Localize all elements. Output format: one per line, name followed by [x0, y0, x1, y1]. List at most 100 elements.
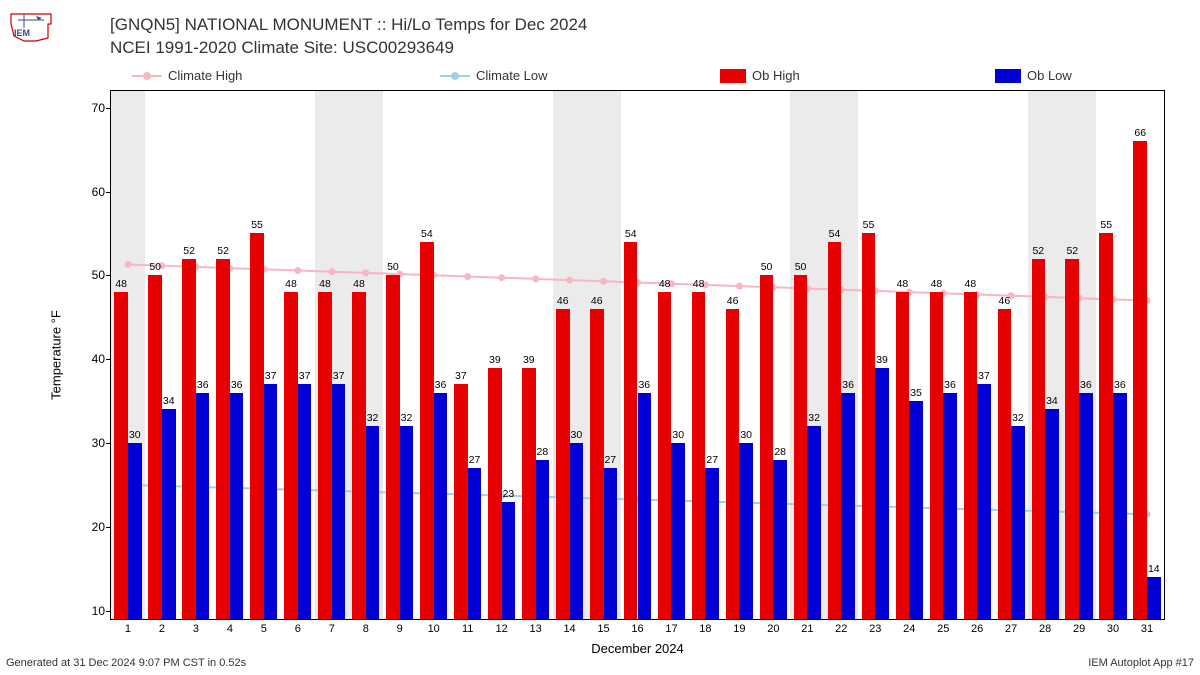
ob-low-bar [570, 443, 584, 619]
ob-low-value: 36 [638, 379, 650, 391]
ob-high-value: 54 [421, 228, 433, 240]
ob-low-value: 23 [503, 488, 515, 500]
y-tick-label: 70 [92, 101, 105, 115]
legend-rect-icon [995, 69, 1021, 83]
x-tick-label: 30 [1107, 623, 1119, 635]
ob-high-bar [828, 242, 842, 619]
x-tick-label: 20 [767, 623, 779, 635]
ob-high-bar [352, 292, 366, 619]
ob-low-bar [875, 368, 889, 619]
ob-high-bar [1099, 233, 1113, 619]
ob-low-bar [230, 393, 244, 619]
x-tick-label: 17 [665, 623, 677, 635]
ob-low-bar [400, 426, 414, 619]
ob-high-bar [658, 292, 672, 619]
ob-high-bar [114, 292, 128, 619]
ob-low-bar [196, 393, 210, 619]
legend-ob-low: Ob Low [995, 68, 1072, 83]
svg-text:IEM: IEM [14, 28, 30, 38]
ob-high-value: 46 [557, 295, 569, 307]
ob-high-value: 48 [285, 278, 297, 290]
x-tick-label: 11 [462, 623, 473, 635]
x-tick-label: 13 [529, 623, 541, 635]
ob-high-value: 52 [1032, 245, 1044, 257]
legend-climate-low: Climate Low [440, 68, 548, 83]
x-tick-label: 4 [227, 623, 233, 635]
ob-high-value: 48 [931, 278, 943, 290]
ob-high-value: 50 [387, 261, 399, 273]
ob-high-value: 46 [999, 295, 1011, 307]
ob-low-value: 36 [1114, 379, 1126, 391]
ob-high-bar [182, 259, 196, 619]
ob-high-value: 46 [727, 295, 739, 307]
ob-high-value: 37 [455, 370, 467, 382]
ob-high-bar [692, 292, 706, 619]
ob-high-bar [522, 368, 536, 619]
ob-high-value: 48 [353, 278, 365, 290]
ob-low-value: 27 [469, 454, 481, 466]
x-tick-label: 8 [363, 623, 369, 635]
ob-high-bar [284, 292, 298, 619]
y-tick-label: 50 [92, 268, 105, 282]
ob-high-bar [862, 233, 876, 619]
ob-low-value: 30 [571, 429, 583, 441]
ob-low-bar [1113, 393, 1127, 619]
y-tick-mark [106, 192, 111, 193]
ob-high-bar [726, 309, 740, 619]
ob-low-bar [536, 460, 550, 619]
ob-high-value: 48 [693, 278, 705, 290]
ob-low-bar [739, 443, 753, 619]
x-tick-label: 23 [869, 623, 881, 635]
ob-high-bar [590, 309, 604, 619]
ob-low-bar [434, 393, 448, 619]
ob-high-value: 50 [149, 261, 161, 273]
legend-rect-icon [720, 69, 746, 83]
x-tick-label: 24 [903, 623, 915, 635]
ob-high-bar [318, 292, 332, 619]
ob-low-bar [1147, 577, 1161, 619]
title-line-1: [GNQN5] NATIONAL MONUMENT :: Hi/Lo Temps… [110, 14, 587, 37]
ob-high-bar [250, 233, 264, 619]
x-tick-label: 1 [125, 623, 131, 635]
x-tick-label: 7 [329, 623, 335, 635]
x-tick-label: 16 [631, 623, 643, 635]
ob-low-bar [705, 468, 719, 619]
ob-high-bar [488, 368, 502, 619]
ob-high-bar [556, 309, 570, 619]
ob-low-bar [807, 426, 821, 619]
x-tick-label: 18 [699, 623, 711, 635]
x-tick-label: 27 [1005, 623, 1017, 635]
y-tick-mark [106, 611, 111, 612]
ob-low-bar [841, 393, 855, 619]
legend-climate-high: Climate High [132, 68, 242, 83]
ob-low-value: 14 [1148, 563, 1160, 575]
ob-high-bar [1133, 141, 1147, 619]
legend-ob-high: Ob High [720, 68, 800, 83]
ob-high-bar [1032, 259, 1046, 619]
ob-high-value: 52 [1066, 245, 1078, 257]
ob-low-value: 36 [944, 379, 956, 391]
ob-high-value: 39 [489, 354, 501, 366]
ob-high-value: 48 [319, 278, 331, 290]
x-tick-label: 15 [597, 623, 609, 635]
ob-high-value: 48 [115, 278, 127, 290]
ob-high-bar [930, 292, 944, 619]
x-tick-label: 14 [563, 623, 575, 635]
ob-low-value: 35 [910, 387, 922, 399]
y-tick-mark [106, 275, 111, 276]
ob-high-value: 52 [183, 245, 195, 257]
chart-title: [GNQN5] NATIONAL MONUMENT :: Hi/Lo Temps… [110, 14, 587, 60]
legend-line-icon [132, 75, 162, 77]
iem-logo: IEM [6, 6, 56, 46]
ob-high-bar [760, 275, 774, 619]
ob-high-bar [216, 259, 230, 619]
ob-high-value: 55 [251, 219, 263, 231]
x-tick-label: 6 [295, 623, 301, 635]
y-tick-mark [106, 527, 111, 528]
ob-low-value: 36 [197, 379, 209, 391]
ob-low-value: 36 [842, 379, 854, 391]
x-tick-label: 3 [193, 623, 199, 635]
ob-low-bar [604, 468, 618, 619]
ob-high-value: 39 [523, 354, 535, 366]
legend-label: Climate Low [476, 68, 548, 83]
